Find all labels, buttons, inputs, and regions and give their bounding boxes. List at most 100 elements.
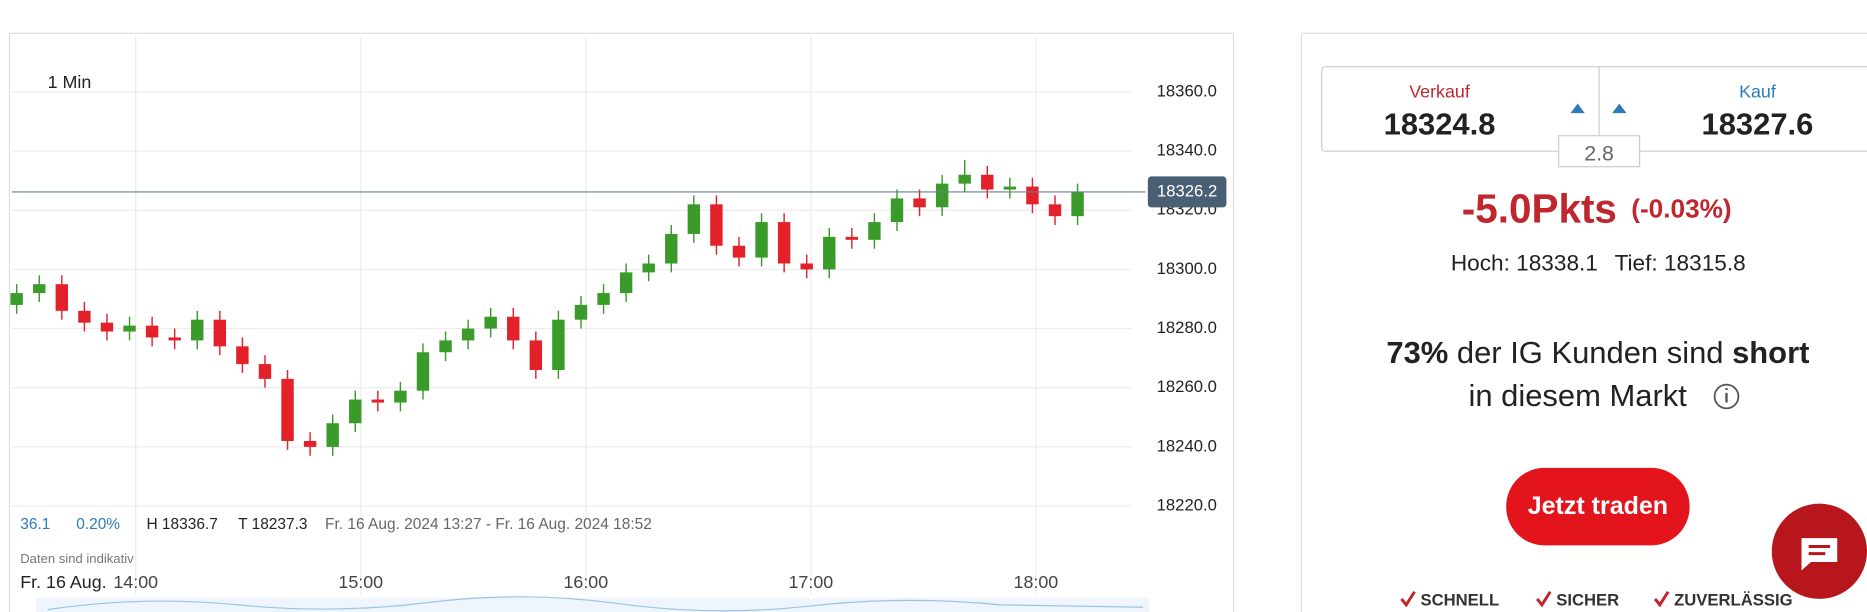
info-icon[interactable] (1713, 383, 1740, 410)
candle-body (1071, 192, 1084, 217)
x-tick-label: 17:00 (789, 572, 834, 592)
candle-body (394, 390, 407, 403)
candle-body (732, 245, 746, 258)
stat-high: H 18336.7 (146, 516, 217, 533)
candle-body (484, 316, 497, 329)
y-tick-label: 18260.0 (1157, 377, 1217, 396)
candle-body (529, 340, 543, 370)
chat-icon-lines (1808, 545, 1831, 556)
candle-body (349, 399, 362, 424)
candle-body (123, 325, 136, 332)
candle-body (710, 204, 723, 246)
sentiment-dir: short (1732, 335, 1809, 370)
candle-body (55, 284, 69, 311)
page-title: Deutschland 40-Chart (10, 0, 576, 10)
day-low: Tief: 18315.8 (1615, 250, 1746, 275)
stat-change: 36.1 (20, 516, 50, 533)
candle-body (619, 272, 633, 294)
navigator-line (47, 596, 1144, 612)
candle-body (168, 337, 181, 341)
candle-body (145, 325, 159, 338)
x-tick-label: 16:00 (563, 572, 608, 592)
check-icon (1400, 590, 1416, 608)
y-tick-label: 18240.0 (1157, 436, 1217, 455)
candle-body (281, 378, 294, 441)
candle-body (935, 183, 949, 208)
candle-body (507, 316, 520, 341)
buy-price[interactable]: 18327.6 (1702, 106, 1814, 141)
candle-body (597, 293, 610, 305)
candle-body (258, 364, 272, 379)
navigator[interactable] (35, 597, 1150, 612)
chart-panel (8, 32, 1235, 612)
trade-button[interactable] (1506, 467, 1690, 546)
x-tick-label: 18:00 (1014, 572, 1059, 592)
candle-body (1048, 204, 1062, 217)
sentiment-text: der IG Kunden sind (1448, 335, 1732, 370)
y-tick-label: 18220.0 (1157, 495, 1217, 514)
last-price-badge (1147, 176, 1227, 208)
x-tick-label: 14:00 (113, 572, 158, 592)
sentiment-line2: in diesem Markt (1468, 378, 1687, 413)
candle-body (10, 293, 23, 305)
candle-body (213, 319, 227, 347)
interval-label[interactable]: 1 Min (48, 72, 92, 92)
candle-body (416, 352, 430, 391)
candle-body (913, 198, 926, 208)
stat-low: T 18237.3 (238, 516, 307, 533)
feature-label: SCHNELL (1420, 591, 1499, 610)
y-tick-label: 18300.0 (1157, 259, 1217, 278)
candle-body (439, 340, 452, 353)
candle-body (800, 263, 813, 270)
candle-body (574, 304, 588, 320)
candle-body (303, 440, 317, 447)
change-pct: (-0.03%) (1631, 194, 1731, 224)
spread: 2.8 (1584, 141, 1614, 165)
y-tick-label: 18360.0 (1157, 81, 1217, 100)
day-high: Hoch: 18338.1 (1451, 250, 1598, 275)
candle-body (868, 222, 881, 240)
candle-body (958, 174, 971, 184)
stat-range: Fr. 16 Aug. 2024 13:27 - Fr. 16 Aug. 202… (325, 516, 652, 533)
y-tick-label: 18280.0 (1157, 318, 1217, 337)
candle-body (687, 204, 701, 234)
candle-body (191, 319, 204, 341)
candle-body (1026, 186, 1039, 205)
candle-body (33, 284, 46, 294)
date-label: Fr. 16 Aug. (20, 572, 106, 592)
check-icon (1536, 590, 1552, 608)
feature-label: SICHER (1556, 591, 1619, 610)
check-icon (1653, 590, 1670, 608)
candle-body (461, 328, 475, 341)
x-tick-label: 15:00 (338, 572, 383, 592)
change: -5.0Pkts (1462, 186, 1617, 232)
candle-body (371, 399, 385, 403)
candle-body (890, 198, 904, 223)
candle-body (777, 222, 791, 264)
buy-label[interactable]: Kauf (1739, 82, 1776, 102)
features: SCHNELL SICHER ZUVERLÄSSIG (1400, 590, 1793, 610)
chart: 18220.018240.018260.018280.018300.018320… (10, 35, 1227, 596)
y-tick-label: 18340.0 (1157, 140, 1217, 159)
spread-box (1558, 135, 1641, 168)
candle-body (823, 236, 836, 270)
candle-body (845, 236, 859, 240)
candle-body (100, 322, 114, 332)
sell-price[interactable]: 18324.8 (1384, 106, 1496, 141)
candle-body (755, 222, 768, 258)
candle-body (236, 346, 249, 365)
candle-body (552, 319, 565, 370)
sell-label[interactable]: Verkauf (1409, 82, 1470, 102)
candle-body (665, 233, 678, 264)
trade-button-label[interactable]: Jetzt traden (1528, 492, 1668, 520)
feature-label: ZUVERLÄSSIG (1674, 591, 1792, 610)
candle-body (642, 263, 655, 273)
candle-body (1003, 186, 1017, 190)
note: Daten sind indikativ (20, 551, 134, 566)
stat-change-pct: 0.20% (76, 516, 120, 533)
candle-body (78, 310, 91, 323)
sentiment-pct: 73% (1386, 335, 1448, 370)
candle-body (981, 174, 994, 190)
